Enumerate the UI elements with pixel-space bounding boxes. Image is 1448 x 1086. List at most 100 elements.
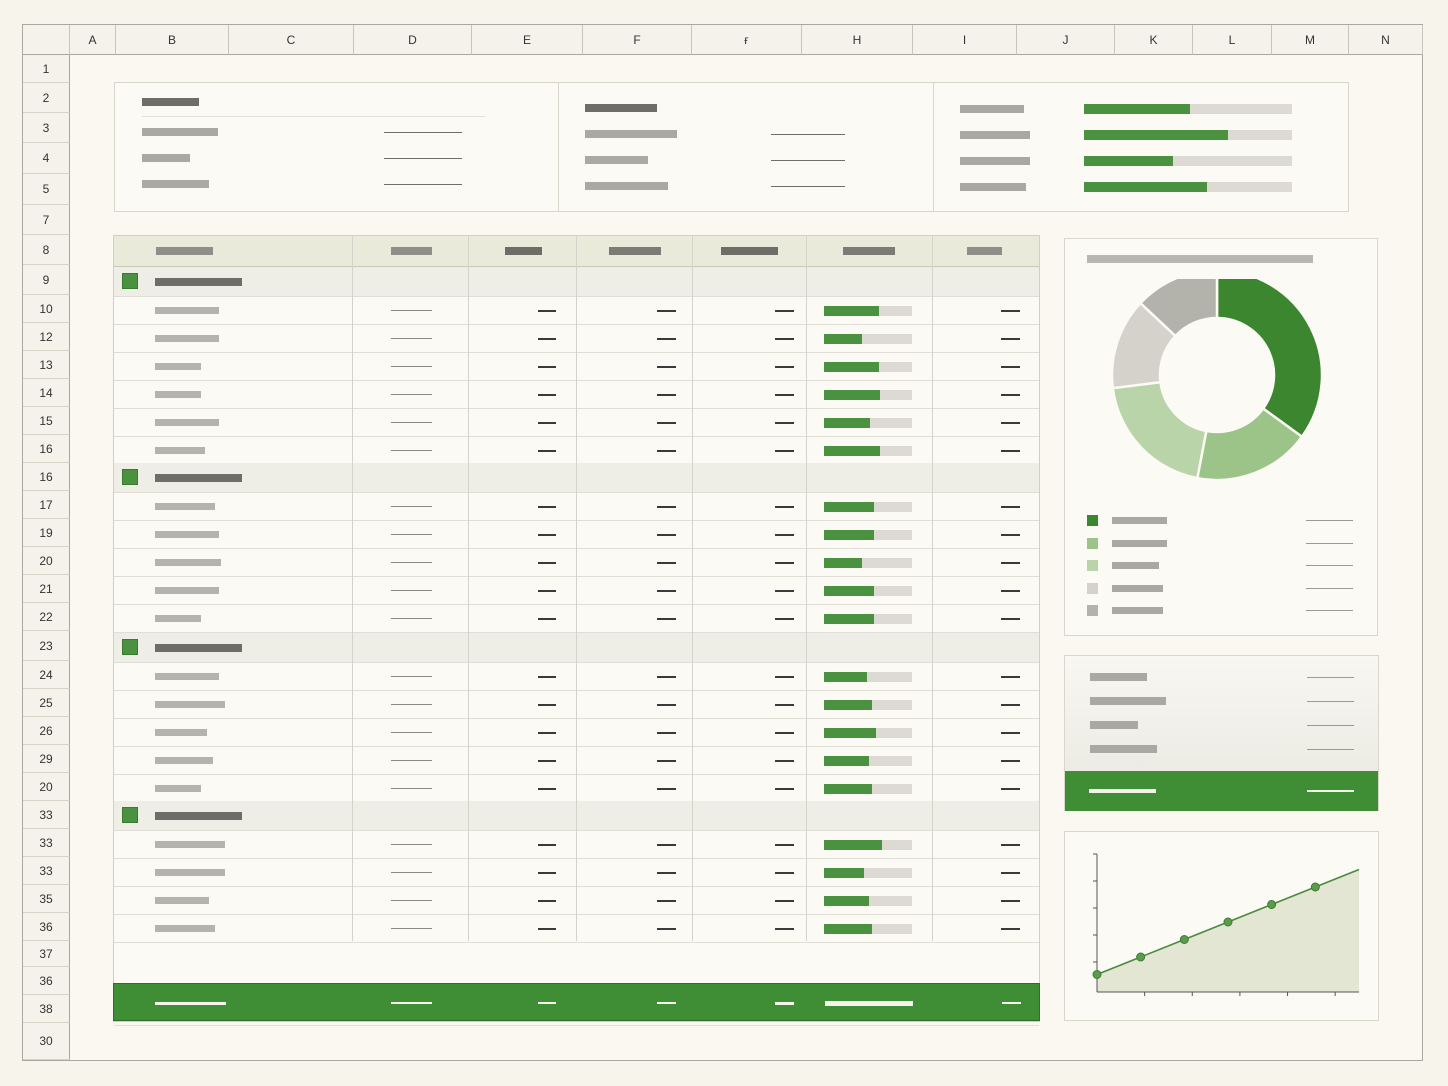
donut-slice-5[interactable]	[1138, 279, 1219, 338]
row-header-9[interactable]: 10	[23, 295, 70, 323]
row-header-20[interactable]: 22	[23, 603, 70, 631]
progress-fill	[824, 418, 870, 428]
legend-value	[1306, 520, 1353, 521]
row-header-18[interactable]: 20	[23, 547, 70, 575]
row-header-7[interactable]: 8	[23, 235, 70, 265]
progress-fill	[824, 446, 881, 456]
legend-label	[1112, 517, 1167, 524]
row-progress-bar	[824, 334, 912, 344]
column-header-8[interactable]: H	[802, 25, 913, 55]
row-header-35[interactable]: 30	[23, 1023, 70, 1060]
row-header-25[interactable]: 29	[23, 745, 70, 773]
row-header-28[interactable]: 33	[23, 829, 70, 857]
legend-label	[1112, 607, 1163, 614]
column-header[interactable]	[505, 247, 542, 255]
area-point-2[interactable]	[1136, 952, 1146, 962]
row-header-33[interactable]: 36	[23, 967, 70, 995]
progress-fill	[824, 306, 879, 316]
area-point-5[interactable]	[1267, 900, 1277, 909]
donut-chart-panel	[1064, 238, 1378, 636]
row-header-17[interactable]: 19	[23, 519, 70, 547]
row-header-10[interactable]: 12	[23, 323, 70, 351]
legend-label	[1112, 562, 1159, 569]
area-point-6[interactable]	[1310, 882, 1320, 892]
column-header[interactable]	[843, 247, 895, 255]
row-header-8[interactable]: 9	[23, 265, 70, 295]
row-progress-bar	[824, 784, 912, 794]
select-all-corner[interactable]	[23, 25, 70, 55]
mini-summary-total	[1065, 771, 1378, 811]
legend-label	[1112, 539, 1167, 547]
column-header-5[interactable]: E	[472, 25, 583, 55]
progress-fill	[824, 784, 872, 794]
row-header-34[interactable]: 38	[23, 995, 70, 1023]
column-header-3[interactable]: C	[229, 25, 354, 55]
table-row[interactable]	[114, 915, 1039, 943]
group-color-swatch	[122, 469, 138, 485]
row-header-19[interactable]: 21	[23, 575, 70, 603]
column-header-10[interactable]: J	[1017, 25, 1115, 55]
progress-fill	[824, 390, 881, 400]
row-header-32[interactable]: 37	[23, 941, 70, 967]
row-header-26[interactable]: 20	[23, 773, 70, 801]
row-header-15[interactable]: 16	[23, 463, 70, 491]
progress-fill	[824, 530, 875, 540]
column-header-12[interactable]: L	[1193, 25, 1272, 55]
group-color-swatch	[122, 807, 138, 823]
row-header-16[interactable]: 17	[23, 491, 70, 519]
column-header-13[interactable]: M	[1272, 25, 1349, 55]
column-header-7[interactable]: ғ	[692, 25, 802, 55]
legend-value	[1306, 565, 1353, 566]
empty-row[interactable]	[114, 998, 1039, 1026]
row-header-12[interactable]: 14	[23, 379, 70, 407]
column-header[interactable]	[609, 247, 661, 255]
row-header-31[interactable]: 36	[23, 913, 70, 941]
column-header-2[interactable]: B	[116, 25, 229, 55]
area-point-3[interactable]	[1179, 935, 1189, 944]
row-progress-bar	[824, 418, 912, 428]
area-point-1[interactable]	[1092, 970, 1102, 979]
summary-panel	[114, 82, 1349, 212]
column-header-11[interactable]: K	[1115, 25, 1193, 55]
column-header[interactable]	[156, 247, 213, 255]
row-header-30[interactable]: 35	[23, 885, 70, 913]
row-progress-bar	[824, 586, 912, 596]
row-header-2[interactable]: 2	[23, 83, 70, 113]
progress-fill	[824, 728, 876, 738]
column-header-1[interactable]: A	[70, 25, 116, 55]
area-point-4[interactable]	[1223, 917, 1233, 927]
row-header-27[interactable]: 33	[23, 801, 70, 829]
row-progress-bar	[824, 558, 912, 568]
row-progress-bar	[824, 502, 912, 512]
progress-fill	[824, 334, 862, 344]
column-header[interactable]	[721, 247, 778, 255]
row-header-21[interactable]: 23	[23, 631, 70, 661]
row-header-24[interactable]: 26	[23, 717, 70, 745]
progress-fill	[824, 840, 883, 850]
progress-fill	[1084, 182, 1207, 192]
donut-slice-3[interactable]	[1111, 380, 1208, 480]
progress-fill	[824, 896, 869, 906]
column-header-6[interactable]: F	[583, 25, 692, 55]
row-header-13[interactable]: 15	[23, 407, 70, 435]
donut-slice-1[interactable]	[1215, 279, 1324, 439]
column-header[interactable]	[967, 247, 1002, 255]
row-header-4[interactable]: 4	[23, 143, 70, 174]
progress-fill	[824, 672, 868, 682]
progress-fill	[824, 362, 879, 372]
row-header-5[interactable]: 5	[23, 174, 70, 205]
row-header-6[interactable]: 7	[23, 205, 70, 235]
column-header-4[interactable]: D	[354, 25, 472, 55]
row-header-11[interactable]: 13	[23, 351, 70, 379]
row-progress-bar	[824, 728, 912, 738]
column-header[interactable]	[391, 247, 432, 255]
row-header-22[interactable]: 24	[23, 661, 70, 689]
column-header-14[interactable]: N	[1349, 25, 1423, 55]
column-header-9[interactable]: I	[913, 25, 1017, 55]
row-header-3[interactable]: 3	[23, 113, 70, 143]
row-header-23[interactable]: 25	[23, 689, 70, 717]
row-header-14[interactable]: 16	[23, 435, 70, 463]
row-header-1[interactable]: 1	[23, 55, 70, 83]
row-header-29[interactable]: 33	[23, 857, 70, 885]
